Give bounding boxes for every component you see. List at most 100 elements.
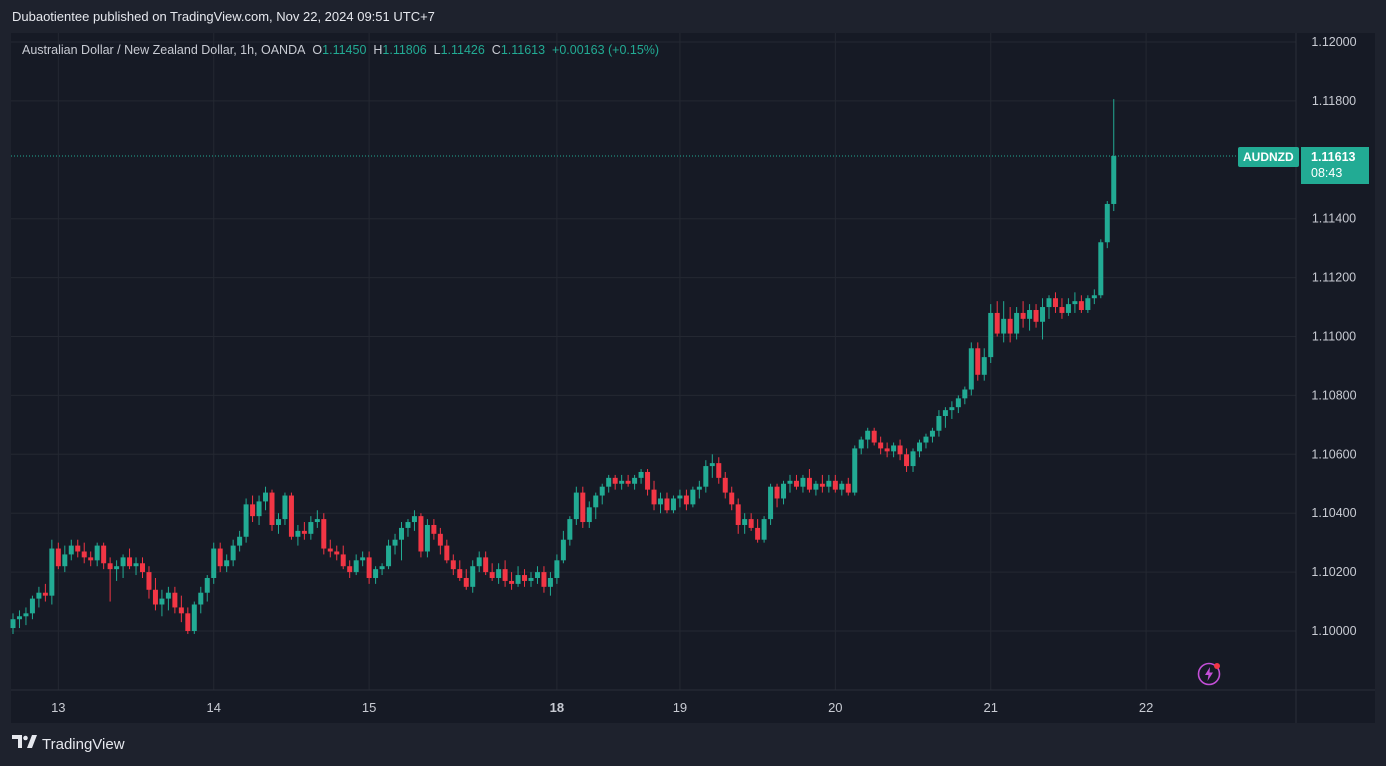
y-tick-label: 1.10600 xyxy=(1311,447,1356,461)
candle-body xyxy=(968,348,974,390)
candle-body xyxy=(217,548,223,567)
candle-body xyxy=(619,480,625,484)
candle-body xyxy=(988,312,994,358)
candle-body xyxy=(632,477,638,484)
low-label: L xyxy=(433,43,441,57)
candle-body xyxy=(1020,312,1026,319)
candle-body xyxy=(528,577,534,581)
candle-body xyxy=(722,477,728,493)
candle-body xyxy=(891,445,897,452)
candle-body xyxy=(360,557,366,561)
candle-body xyxy=(981,357,987,375)
candle-body xyxy=(658,498,663,505)
candle-body xyxy=(405,522,411,528)
candle-body xyxy=(424,524,430,552)
candle-body xyxy=(49,548,55,596)
candle-body xyxy=(437,533,443,546)
candle-body xyxy=(683,495,689,505)
candle-body xyxy=(321,519,327,549)
candle-body xyxy=(761,519,767,540)
open-value: 1.11450 xyxy=(322,43,367,57)
candle-body xyxy=(755,527,761,540)
candle-body xyxy=(845,483,851,493)
candle-body xyxy=(593,495,599,508)
candle-body xyxy=(165,592,171,599)
candle-body xyxy=(88,557,94,561)
y-tick-label: 1.10200 xyxy=(1311,565,1356,579)
open-label: O xyxy=(312,43,323,57)
tradingview-footer[interactable]: TradingView xyxy=(12,735,125,753)
x-tick-label: 18 xyxy=(550,700,564,715)
x-tick-label: 20 xyxy=(828,700,842,715)
candle-body xyxy=(910,451,916,467)
candle-body xyxy=(81,551,87,558)
high-value: 1.11806 xyxy=(382,43,427,57)
candle-body xyxy=(839,483,845,490)
candle-body xyxy=(496,569,502,578)
candle-body xyxy=(1065,304,1071,313)
candle-body xyxy=(444,545,450,561)
candle-body xyxy=(243,504,249,537)
candle-body xyxy=(955,398,961,408)
candle-body xyxy=(878,442,884,449)
candle-body xyxy=(573,492,579,520)
candle-body xyxy=(793,480,799,487)
x-tick-label: 21 xyxy=(983,700,997,715)
candle-body xyxy=(431,524,437,534)
candle-body xyxy=(159,598,165,605)
candle-body xyxy=(120,557,126,567)
candle-body xyxy=(949,407,955,411)
x-tick-label: 22 xyxy=(1139,700,1153,715)
y-tick-label: 1.12000 xyxy=(1311,35,1356,49)
y-tick-label: 1.11800 xyxy=(1312,94,1356,108)
candle-body xyxy=(114,566,120,570)
candle-body xyxy=(1072,301,1078,305)
last-price-tag: 1.11613 08:43 xyxy=(1301,147,1369,184)
candle-body xyxy=(399,527,404,540)
candle-body xyxy=(198,592,204,605)
lightning-bolt-icon[interactable] xyxy=(1197,662,1221,686)
candle-body xyxy=(191,604,197,631)
candle-body xyxy=(787,480,793,484)
candle-body xyxy=(1007,318,1013,334)
candle-body xyxy=(282,495,288,520)
candle-body xyxy=(768,486,774,520)
candle-body xyxy=(133,563,139,567)
candle-body xyxy=(463,577,469,587)
candle-body xyxy=(1078,301,1084,310)
candle-body xyxy=(347,566,353,573)
candle-body xyxy=(567,519,573,540)
candle-body xyxy=(522,575,528,581)
y-tick-label: 1.10000 xyxy=(1311,624,1356,638)
candle-body xyxy=(308,522,314,534)
candle-body xyxy=(386,545,392,567)
candle-body xyxy=(185,613,191,631)
candle-body xyxy=(534,572,540,578)
candle-body xyxy=(709,463,715,467)
candle-body xyxy=(146,572,152,590)
candle-body xyxy=(554,560,560,578)
last-price-value: 1.11613 xyxy=(1311,150,1356,164)
candle-body xyxy=(263,492,269,502)
candle-body xyxy=(75,545,81,552)
candle-body xyxy=(301,530,307,534)
symbol-title: Australian Dollar / New Zealand Dollar, … xyxy=(22,43,306,57)
candle-body xyxy=(256,501,262,517)
candle-body xyxy=(204,577,210,593)
x-tick-label: 13 xyxy=(51,700,65,715)
candle-body xyxy=(871,430,877,443)
candle-body xyxy=(690,489,696,505)
candle-body xyxy=(942,410,948,417)
candle-body xyxy=(450,560,456,570)
candle-body xyxy=(178,607,184,614)
candle-body xyxy=(651,489,657,505)
candle-body xyxy=(489,572,495,578)
candle-body xyxy=(1104,203,1110,243)
candle-body xyxy=(580,492,586,523)
candle-body xyxy=(366,557,372,578)
candle-body xyxy=(476,557,482,567)
candle-body xyxy=(917,442,922,452)
tradingview-logo-icon xyxy=(12,735,38,753)
chart-pane[interactable] xyxy=(11,33,1375,723)
